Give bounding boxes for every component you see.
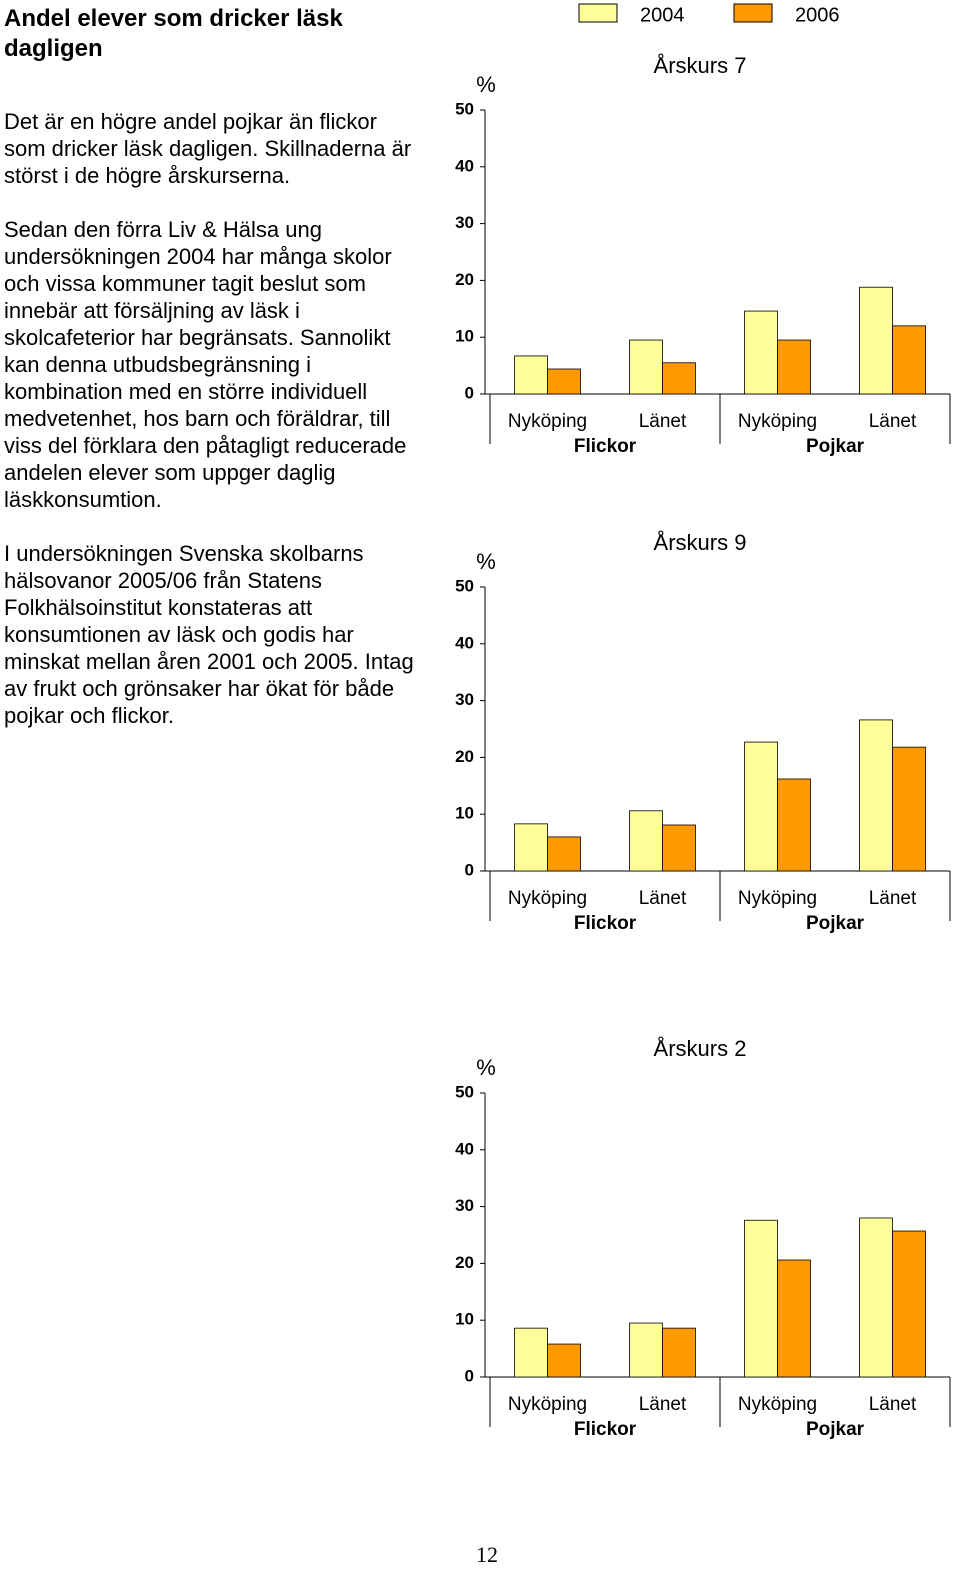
y-tick-label: 10 <box>455 327 474 346</box>
paragraph: I undersökningen Svenska skolbarns hälso… <box>4 541 414 728</box>
chart-title: Årskurs 2 <box>654 1036 747 1061</box>
bar <box>859 286 893 395</box>
bar <box>662 362 696 395</box>
x-tick-label: Länet <box>869 1394 917 1415</box>
y-tick-label: 50 <box>455 576 474 595</box>
x-tick-label: Nyköping <box>738 1394 817 1415</box>
y-tick-label: 30 <box>455 213 474 232</box>
y-tick-label: 0 <box>465 860 474 879</box>
y-tick-label: 50 <box>455 99 474 118</box>
y-tick-label: 0 <box>465 383 474 402</box>
y-tick-label: 30 <box>455 690 474 709</box>
bar <box>777 1259 811 1378</box>
bar <box>547 368 581 395</box>
x-tick-label: Nyköping <box>738 411 817 432</box>
y-tick-label: 20 <box>455 747 474 766</box>
bar <box>777 778 811 872</box>
legend-swatch <box>733 3 773 23</box>
legend-label: 2006 <box>795 4 840 26</box>
y-tick-label: 10 <box>455 804 474 823</box>
bar <box>547 1343 581 1378</box>
y-unit: % <box>476 72 496 97</box>
bar <box>777 339 811 395</box>
legend-swatch <box>578 3 618 23</box>
y-tick-label: 20 <box>455 270 474 289</box>
group-label: Flickor <box>574 1419 637 1440</box>
page-number: 12 <box>476 1542 498 1567</box>
x-tick-label: Länet <box>639 1394 687 1415</box>
y-tick-label: 40 <box>455 156 474 175</box>
heading: Andel elever som dricker läsk dagligen <box>4 5 343 62</box>
y-tick-label: 30 <box>455 1196 474 1215</box>
x-tick-label: Nyköping <box>508 1394 587 1415</box>
y-tick-label: 10 <box>455 1310 474 1329</box>
bar <box>547 836 581 872</box>
y-tick-label: 50 <box>455 1082 474 1101</box>
y-tick-label: 40 <box>455 633 474 652</box>
bar <box>629 810 663 872</box>
bar <box>629 1322 663 1378</box>
chart-title: Årskurs 7 <box>654 53 747 78</box>
group-label: Pojkar <box>806 913 865 934</box>
bar <box>662 1327 696 1378</box>
y-unit: % <box>476 549 496 574</box>
chart-title: Årskurs 9 <box>654 530 747 555</box>
bar <box>744 310 778 395</box>
legend-label: 2004 <box>640 4 685 26</box>
x-tick-label: Nyköping <box>508 411 587 432</box>
bar <box>514 355 548 395</box>
paragraph: Det är en högre andel pojkar än flickor … <box>4 109 412 188</box>
x-tick-label: Länet <box>639 411 687 432</box>
y-tick-label: 20 <box>455 1253 474 1272</box>
bar <box>859 1217 893 1378</box>
paragraph: Sedan den förra Liv & Hälsa ung undersök… <box>4 217 407 512</box>
x-tick-label: Länet <box>869 888 917 909</box>
x-tick-label: Länet <box>869 411 917 432</box>
x-tick-label: Länet <box>639 888 687 909</box>
bar <box>744 741 778 872</box>
bar <box>892 746 926 872</box>
bar <box>744 1219 778 1378</box>
y-tick-label: 40 <box>455 1139 474 1158</box>
y-tick-label: 0 <box>465 1366 474 1385</box>
bar <box>859 719 893 872</box>
group-label: Pojkar <box>806 436 865 457</box>
text-column: Andel elever som dricker läsk dagligen D… <box>4 4 424 756</box>
y-unit: % <box>476 1055 496 1080</box>
bar <box>662 824 696 872</box>
x-tick-label: Nyköping <box>508 888 587 909</box>
group-label: Pojkar <box>806 1419 865 1440</box>
bar <box>892 1230 926 1378</box>
bar <box>514 823 548 872</box>
bar <box>629 339 663 395</box>
x-tick-label: Nyköping <box>738 888 817 909</box>
group-label: Flickor <box>574 436 637 457</box>
bar <box>892 325 926 395</box>
bar <box>514 1327 548 1378</box>
group-label: Flickor <box>574 913 637 934</box>
